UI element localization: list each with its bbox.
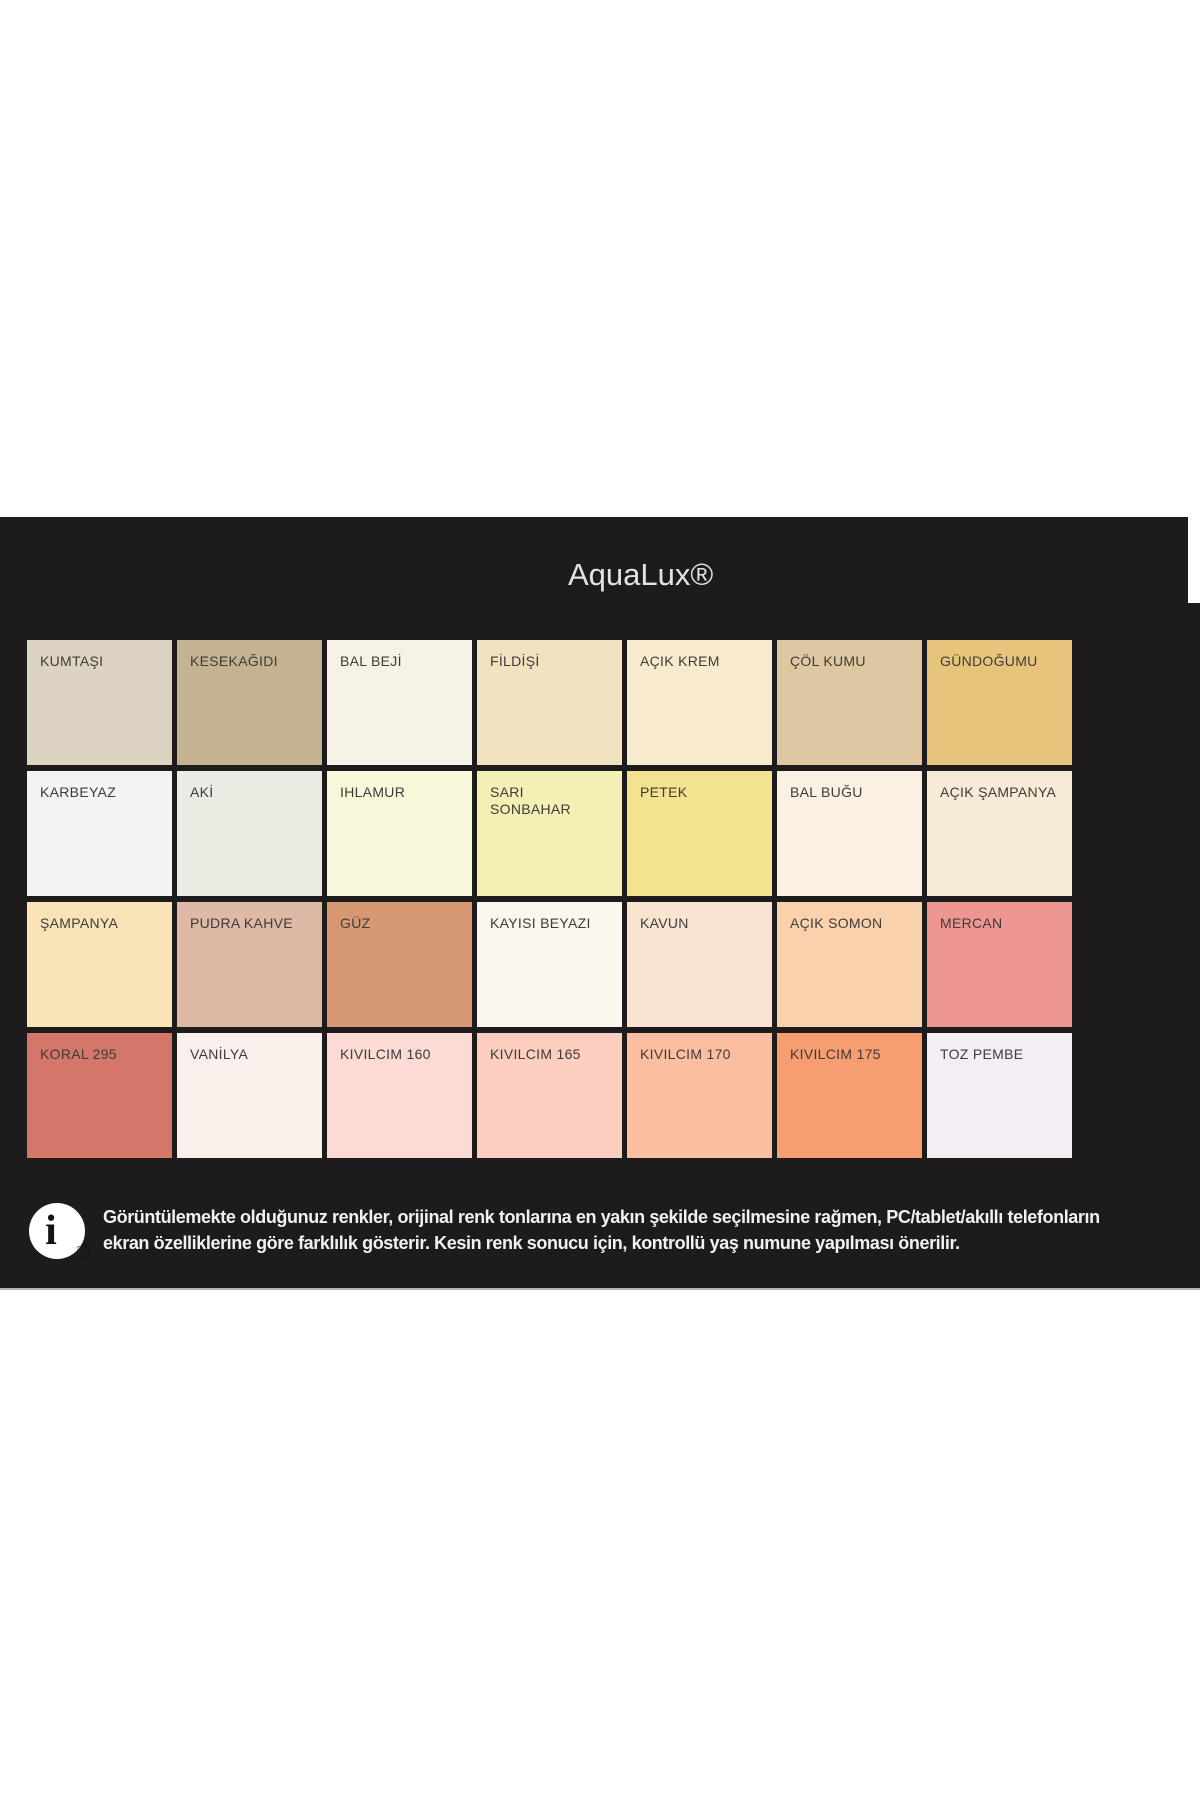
swatch-label: KARBEYAZ	[40, 784, 117, 800]
swatch-label: AÇIK KREM	[640, 653, 720, 669]
pointing-hand-icon: ☝	[75, 1234, 92, 1265]
swatch-grid: KUMTAŞI KESEKAĞIDI BAL BEJİ FİLDİŞİ AÇIK KRE…	[27, 640, 1072, 1158]
swatch-label: AKİ	[190, 784, 214, 800]
swatch-label: KIVILCIM 175	[790, 1046, 881, 1062]
swatch-bal-beji̇: BAL BEJİ	[327, 640, 472, 765]
swatch-fi̇ldi̇şi̇: FİLDİŞİ	[477, 640, 622, 765]
swatch-label: AÇIK SOMON	[790, 915, 883, 931]
swatch-kavun: KAVUN	[627, 902, 772, 1027]
swatch-koral-295: KORAL 295	[27, 1033, 172, 1158]
swatch-açik-şampanya: AÇIK ŞAMPANYA	[927, 771, 1072, 896]
swatch-label: IHLAMUR	[340, 784, 406, 800]
info-i-glyph: i	[45, 1208, 57, 1254]
swatch-label: KIVILCIM 165	[490, 1046, 581, 1062]
swatch-toz-pembe: TOZ PEMBE	[927, 1033, 1072, 1158]
swatch-şampanya: ŞAMPANYA	[27, 902, 172, 1027]
swatch-kivilcim-170: KIVILCIM 170	[627, 1033, 772, 1158]
disclaimer-line-1: Görüntülemekte olduğunuz renkler, orijin…	[103, 1207, 1100, 1227]
brand-title: AquaLux®	[568, 557, 714, 592]
swatch-vani̇lya: VANİLYA	[177, 1033, 322, 1158]
swatch-karbeyaz: KARBEYAZ	[27, 771, 172, 896]
swatch-label: SARI SONBAHAR	[490, 784, 571, 817]
swatch-label: AÇIK ŞAMPANYA	[940, 784, 1057, 800]
swatch-kivilcim-165: KIVILCIM 165	[477, 1033, 622, 1158]
swatch-kivilcim-160: KIVILCIM 160	[327, 1033, 472, 1158]
corner-notch	[1188, 517, 1200, 603]
color-chart-panel: AquaLux® KUMTAŞI KESEKAĞIDI BAL BEJİ FİLDİŞ…	[0, 517, 1200, 1290]
disclaimer-line-2: ekran özelliklerine göre farklılık göste…	[103, 1233, 960, 1253]
swatch-label: KAVUN	[640, 915, 689, 931]
swatch-label: KIVILCIM 170	[640, 1046, 731, 1062]
swatch-label: KUMTAŞI	[40, 653, 104, 669]
swatch-petek: PETEK	[627, 771, 772, 896]
swatch-label: GÜZ	[340, 915, 371, 931]
swatch-label: TOZ PEMBE	[940, 1046, 1024, 1062]
swatch-label: BAL BEJİ	[340, 653, 402, 669]
swatch-kivilcim-175: KIVILCIM 175	[777, 1033, 922, 1158]
swatch-label: ŞAMPANYA	[40, 915, 119, 931]
swatch-label: KESEKAĞIDI	[190, 653, 278, 669]
swatch-bal-buğu: BAL BUĞU	[777, 771, 922, 896]
swatch-label: KORAL 295	[40, 1046, 117, 1062]
swatch-pudra-kahve: PUDRA KAHVE	[177, 902, 322, 1027]
disclaimer-text: Görüntülemekte olduğunuz renkler, orijin…	[103, 1204, 1100, 1256]
swatch-label: MERCAN	[940, 915, 1003, 931]
swatch-label: PUDRA KAHVE	[190, 915, 293, 931]
swatch-label: GÜNDOĞUMU	[940, 653, 1038, 669]
swatch-açik-krem: AÇIK KREM	[627, 640, 772, 765]
swatch-label: KIVILCIM 160	[340, 1046, 431, 1062]
swatch-kumtaşi: KUMTAŞI	[27, 640, 172, 765]
swatch-sari-sonbahar: SARI SONBAHAR	[477, 771, 622, 896]
swatch-kesekağidi: KESEKAĞIDI	[177, 640, 322, 765]
swatch-kayisi-beyazi: KAYISI BEYAZI	[477, 902, 622, 1027]
info-icon: i ☝	[29, 1203, 92, 1263]
swatch-çöl-kumu: ÇÖL KUMU	[777, 640, 922, 765]
swatch-label: VANİLYA	[190, 1046, 249, 1062]
swatch-güz: GÜZ	[327, 902, 472, 1027]
swatch-label: FİLDİŞİ	[490, 653, 540, 669]
swatch-label: KAYISI BEYAZI	[490, 915, 591, 931]
swatch-label: PETEK	[640, 784, 688, 800]
swatch-ihlamur: IHLAMUR	[327, 771, 472, 896]
swatch-mercan: MERCAN	[927, 902, 1072, 1027]
swatch-gündoğumu: GÜNDOĞUMU	[927, 640, 1072, 765]
swatch-label: ÇÖL KUMU	[790, 653, 866, 669]
swatch-label: BAL BUĞU	[790, 784, 863, 800]
swatch-açik-somon: AÇIK SOMON	[777, 902, 922, 1027]
swatch-aki̇: AKİ	[177, 771, 322, 896]
